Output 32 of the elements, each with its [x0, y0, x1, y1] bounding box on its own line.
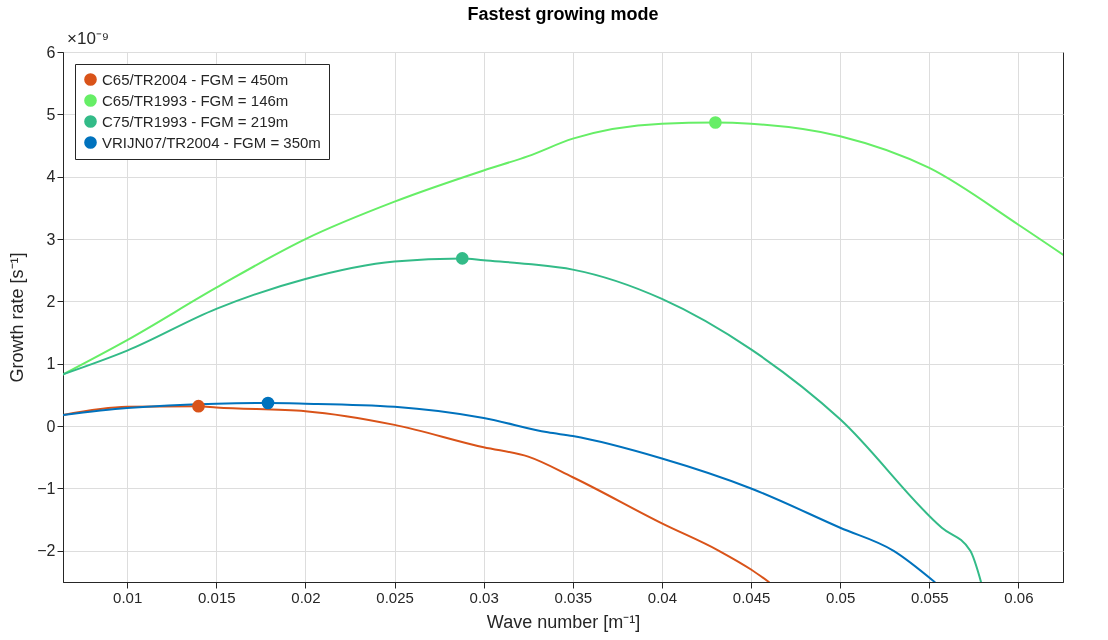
x-tick-label: 0.045 [732, 588, 771, 606]
x-tick-label: 0.035 [554, 588, 593, 606]
y-tick-label: 6 [46, 43, 56, 61]
y-tick-label: 1 [46, 355, 56, 373]
point [261, 396, 275, 410]
point [455, 252, 469, 265]
y-tick-label: −2 [37, 542, 56, 560]
y-tick-label: 2 [46, 292, 56, 310]
chart-title: Fastest growing mode [467, 4, 659, 24]
y-tick-label: 4 [46, 168, 56, 186]
y-tick-label: −1 [37, 479, 56, 497]
y-axis-title: Growth rate [s⁻¹] [7, 252, 28, 383]
x-tick-label: 0.01 [113, 588, 143, 606]
y-tick-label: 0 [46, 417, 56, 435]
legend-label: C65/TR1993 - FGM = 146m [102, 91, 289, 109]
text: ×10⁻⁹ [67, 29, 110, 48]
x-axis-title: Wave number [m⁻¹] [486, 611, 641, 632]
point [709, 116, 722, 129]
y-tick-label: 3 [46, 230, 56, 248]
x-tick-label: 0.06 [1004, 588, 1034, 606]
x-tick-label: 0.015 [198, 588, 236, 606]
point [192, 399, 205, 413]
legend-label: VRIJN07/TR2004 - FGM = 350m [102, 133, 321, 151]
y-tick-label: 5 [46, 105, 56, 123]
x-tick-label: 0.03 [469, 588, 499, 606]
x-tick-label: 0.05 [826, 588, 856, 606]
x-tick-label: 0.055 [911, 588, 949, 606]
x-tick-label: 0.025 [376, 588, 414, 606]
x-tick-label: 0.04 [647, 588, 678, 606]
legend-label: C65/TR2004 - FGM = 450m [102, 70, 289, 88]
legend-label: C75/TR1993 - FGM = 219m [102, 112, 289, 130]
x-tick-label: 0.02 [291, 588, 321, 606]
